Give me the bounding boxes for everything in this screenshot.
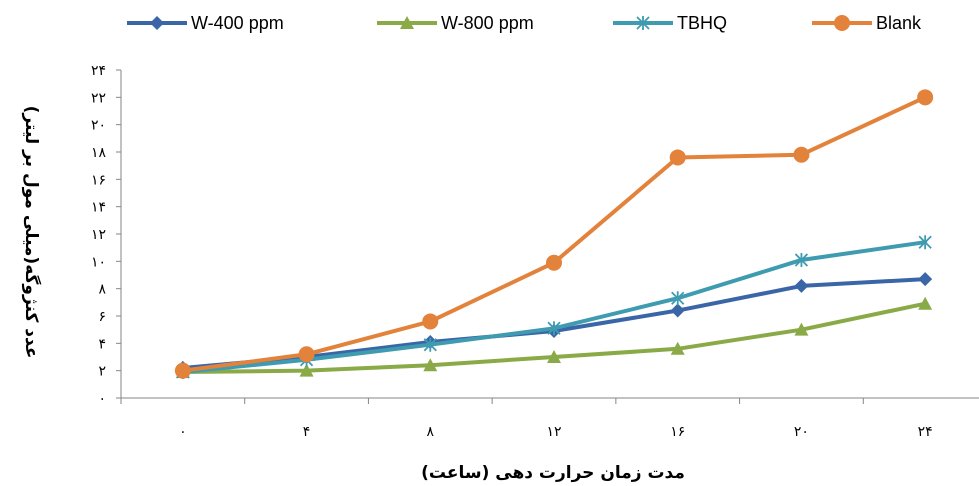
legend-marker bbox=[636, 16, 650, 30]
data-point bbox=[794, 322, 809, 336]
data-point bbox=[918, 272, 933, 287]
x-tick-label: ۴ bbox=[303, 424, 311, 440]
data-point bbox=[669, 149, 686, 166]
y-tick-label: ۰ bbox=[98, 391, 106, 407]
data-point bbox=[547, 321, 561, 336]
data-point bbox=[299, 363, 314, 377]
y-tick-label: ۴ bbox=[98, 336, 106, 352]
legend-label: W-400 ppm bbox=[191, 13, 284, 33]
x-tick-label: ۲۴ bbox=[918, 424, 933, 440]
legend-marker bbox=[834, 15, 850, 31]
y-tick-label: ۱۶ bbox=[91, 172, 106, 188]
legend-item: Blank bbox=[812, 13, 922, 33]
data-point bbox=[547, 350, 561, 363]
chart-series bbox=[174, 89, 934, 380]
data-point bbox=[423, 358, 438, 372]
data-point bbox=[423, 337, 437, 352]
y-tick-label: ۶ bbox=[98, 309, 106, 325]
data-point bbox=[174, 362, 191, 379]
legend-item: W-800 ppm bbox=[377, 13, 534, 33]
data-point bbox=[671, 291, 685, 306]
x-tick-label: ۱۲ bbox=[546, 424, 561, 440]
x-tick-label: ۲۰ bbox=[794, 424, 809, 440]
data-point bbox=[793, 146, 810, 163]
data-point bbox=[918, 296, 933, 310]
legend-item: W-400 ppm bbox=[127, 13, 284, 33]
legend-marker bbox=[150, 16, 164, 30]
y-tick-label: ۸ bbox=[98, 282, 106, 298]
data-point bbox=[422, 313, 439, 330]
y-tick-label: ۲ bbox=[98, 364, 106, 380]
series-w-800-ppm bbox=[175, 296, 933, 379]
y-tick-label: ۲۲ bbox=[91, 90, 106, 106]
y-tick-label: ۲۴ bbox=[91, 63, 106, 79]
series-blank bbox=[174, 89, 934, 379]
y-tick-label: ۱۲ bbox=[91, 227, 106, 243]
data-point bbox=[917, 89, 934, 106]
legend-label: Blank bbox=[876, 13, 922, 33]
data-point bbox=[794, 278, 809, 293]
x-tick-label: ۱۶ bbox=[670, 424, 685, 440]
y-tick-label: ۱۸ bbox=[91, 145, 107, 161]
x-tick-label: ۰ bbox=[179, 424, 187, 440]
legend-label: TBHQ bbox=[677, 13, 727, 33]
data-point bbox=[670, 341, 685, 355]
y-tick-label: ۱۰ bbox=[91, 254, 106, 270]
data-point bbox=[546, 254, 562, 271]
data-point bbox=[794, 252, 809, 267]
x-tick-label: ۸ bbox=[427, 424, 435, 440]
data-point bbox=[298, 346, 315, 363]
legend-label: W-800 ppm bbox=[441, 13, 534, 33]
data-point bbox=[670, 303, 685, 318]
chart-legend: W-400 ppm W-800 ppm TBHQ Blank bbox=[127, 13, 922, 33]
y-tick-label: ۲۰ bbox=[91, 118, 106, 134]
y-axis-title: عدد کنژوگه(میلی مول بر لیتر) bbox=[21, 106, 42, 359]
legend-marker bbox=[400, 16, 414, 29]
legend-item: TBHQ bbox=[613, 13, 727, 33]
x-axis-title: مدت زمان حرارت دهی (ساعت) bbox=[421, 463, 685, 483]
y-tick-label: ۱۴ bbox=[91, 200, 106, 216]
data-point bbox=[918, 235, 932, 250]
